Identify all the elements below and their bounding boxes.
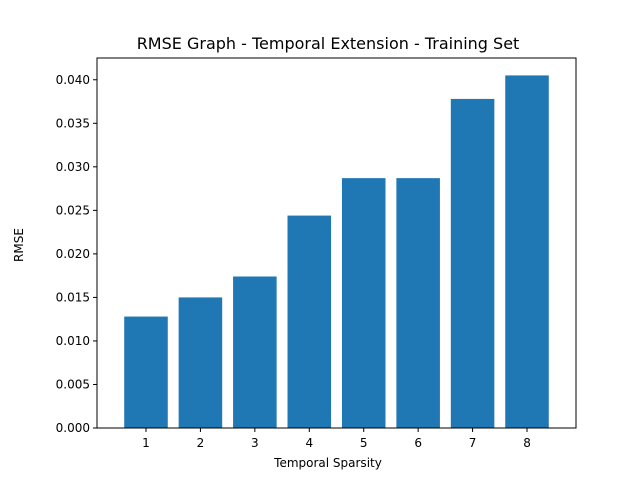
x-tick-label: 7 [469,436,477,450]
y-tick-label: 0.030 [56,160,90,174]
bar-7 [450,98,495,428]
y-axis-title: RMSE [12,228,26,262]
x-tick-label: 8 [523,436,531,450]
bar-5 [341,178,386,428]
y-axis-ticks: 0.000 0.005 0.010 0.015 0.020 0.025 0.030 0.035… [56,73,97,435]
bar-4 [287,215,332,428]
x-tick-label: 2 [197,436,205,450]
bar-2 [178,297,223,428]
x-axis-ticks: 1 2 3 4 5 6 7 8 [142,428,531,450]
x-tick-label: 1 [142,436,150,450]
chart-title: RMSE Graph - Temporal Extension - Traini… [137,34,520,53]
bar-8 [505,75,549,428]
y-tick-label: 0.005 [56,377,90,391]
x-tick-label: 5 [360,436,368,450]
bar-1 [124,316,168,428]
plot-frame [96,57,577,429]
y-tick-label: 0.025 [56,203,90,217]
y-tick-label: 0.035 [56,116,90,130]
bars-group [124,75,549,428]
x-tick-label: 3 [251,436,259,450]
x-tick-label: 4 [305,436,313,450]
y-tick-label: 0.000 [56,421,90,435]
y-tick-label: 0.010 [56,334,90,348]
x-tick-label: 6 [414,436,422,450]
x-axis-title: Temporal Sparsity [273,456,382,470]
bar-6 [396,178,440,428]
y-tick-label: 0.040 [56,73,90,87]
y-tick-label: 0.015 [56,290,90,304]
y-tick-label: 0.020 [56,247,90,261]
bar-3 [233,276,277,428]
